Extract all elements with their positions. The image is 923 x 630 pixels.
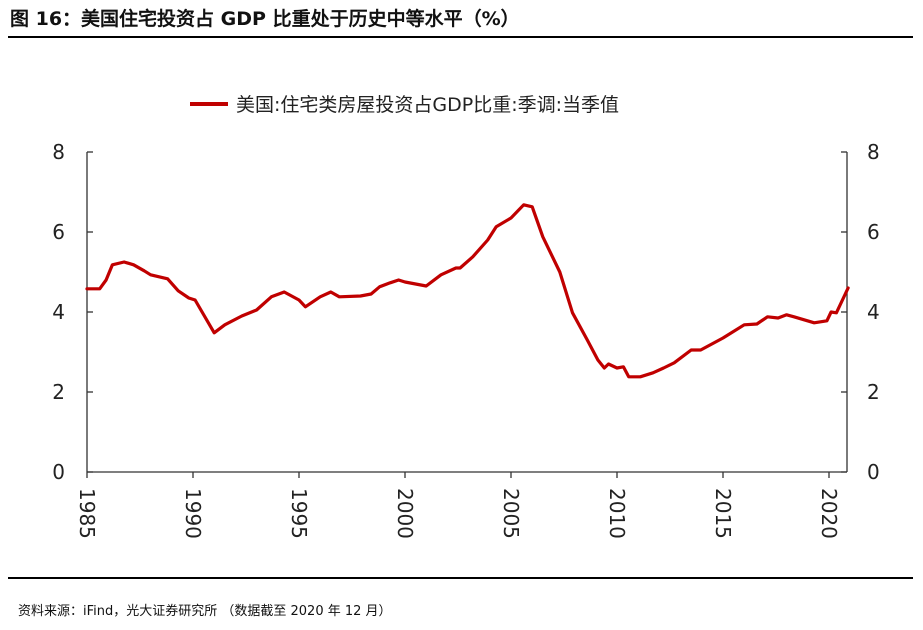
x-tick-label: 1985 — [75, 488, 99, 539]
legend-label: 美国:住宅类房屋投资占GDP比重:季调:当季值 — [236, 94, 619, 116]
y-tick-label-right: 6 — [867, 220, 880, 244]
x-tick-label: 2010 — [605, 488, 629, 539]
x-tick-label: 2015 — [711, 488, 735, 539]
y-tick-label-right: 0 — [867, 460, 880, 484]
y-tick-label-left: 8 — [52, 140, 65, 164]
y-tick-label-right: 8 — [867, 140, 880, 164]
y-tick-label-right: 2 — [867, 380, 880, 404]
y-tick-label-left: 6 — [52, 220, 65, 244]
figure-title: 图 16：美国住宅投资占 GDP 比重处于历史中等水平（%） — [10, 8, 520, 30]
legend: 美国:住宅类房屋投资占GDP比重:季调:当季值 — [190, 94, 619, 116]
y-tick-label-left: 2 — [52, 380, 65, 404]
series-layer — [85, 203, 850, 379]
footer-divider — [8, 577, 913, 579]
y-tick-label-left: 0 — [52, 460, 65, 484]
title-divider — [8, 36, 913, 38]
source-note: 资料来源：iFind，光大证券研究所 （数据截至 2020 年 12 月） — [18, 604, 392, 619]
series-line — [85, 203, 850, 379]
x-tick-label: 2005 — [499, 488, 523, 539]
x-tick-label: 2020 — [817, 488, 841, 539]
axes: 0 0 2 2 4 4 6 6 8 8 1985 1990 1995 2000 2005 2010 2015 20… — [52, 140, 879, 539]
x-tick-label: 2000 — [393, 488, 417, 539]
y-tick-label-left: 4 — [52, 300, 65, 324]
x-tick-label: 1995 — [287, 488, 311, 539]
y-tick-label-right: 4 — [867, 300, 880, 324]
x-tick-label: 1990 — [181, 488, 205, 539]
